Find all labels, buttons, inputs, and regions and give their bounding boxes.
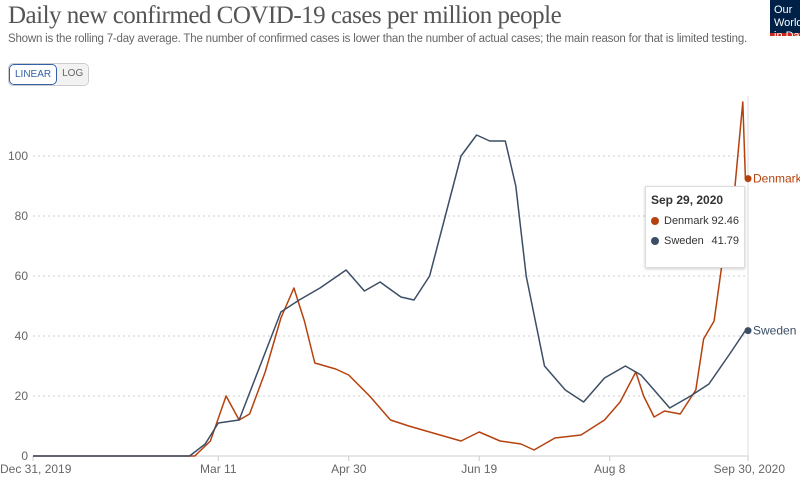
y-tick-label: 20 <box>15 389 29 403</box>
linear-button[interactable]: LINEAR <box>9 64 58 85</box>
y-tick-label: 40 <box>15 329 29 343</box>
log-button[interactable]: LOG <box>57 64 89 85</box>
tooltip-name: Denmark <box>664 215 709 227</box>
series-endpoint-sweden <box>744 327 752 335</box>
x-tick-label: Sep 30, 2020 <box>714 462 786 476</box>
scale-toggle: LINEAR LOG <box>8 63 90 86</box>
tooltip-value: 41.79 <box>711 235 739 247</box>
chart-subtitle: Shown is the rolling 7-day average. The … <box>8 33 748 45</box>
series-line-denmark <box>33 101 747 457</box>
y-tick-label: 80 <box>15 209 29 223</box>
series-endpoint-denmark <box>744 175 752 183</box>
chart-title: Daily new confirmed COVID-19 cases per m… <box>8 2 562 29</box>
tooltip-date: Sep 29, 2020 <box>651 193 724 207</box>
tooltip-row-sweden: Sweden 41.79 <box>651 235 739 247</box>
x-tick-label: Jun 19 <box>461 462 497 476</box>
x-tick-label: Dec 31, 2019 <box>0 462 72 476</box>
owid-logo[interactable]: Our World in Data <box>770 0 800 42</box>
tooltip-row-denmark: Denmark 92.46 <box>651 215 739 227</box>
y-tick-label: 100 <box>8 149 28 163</box>
sweden-dot-icon <box>651 237 659 245</box>
denmark-dot-icon <box>651 217 659 225</box>
tooltip: Sep 29, 2020 Denmark 92.46 Sweden 41.79 <box>645 186 745 268</box>
x-tick-label: Apr 30 <box>331 462 367 476</box>
x-tick-label: Mar 11 <box>200 462 237 476</box>
tooltip-value: 92.46 <box>711 215 739 227</box>
x-tick-label: Aug 8 <box>594 462 626 476</box>
series-line-sweden <box>33 134 747 457</box>
y-tick-label: 60 <box>15 269 29 283</box>
y-tick-label: 0 <box>21 449 28 463</box>
series-label-denmark: Denmark <box>753 172 800 186</box>
tooltip-name: Sweden <box>664 235 704 247</box>
series-label-sweden: Sweden <box>753 324 796 338</box>
